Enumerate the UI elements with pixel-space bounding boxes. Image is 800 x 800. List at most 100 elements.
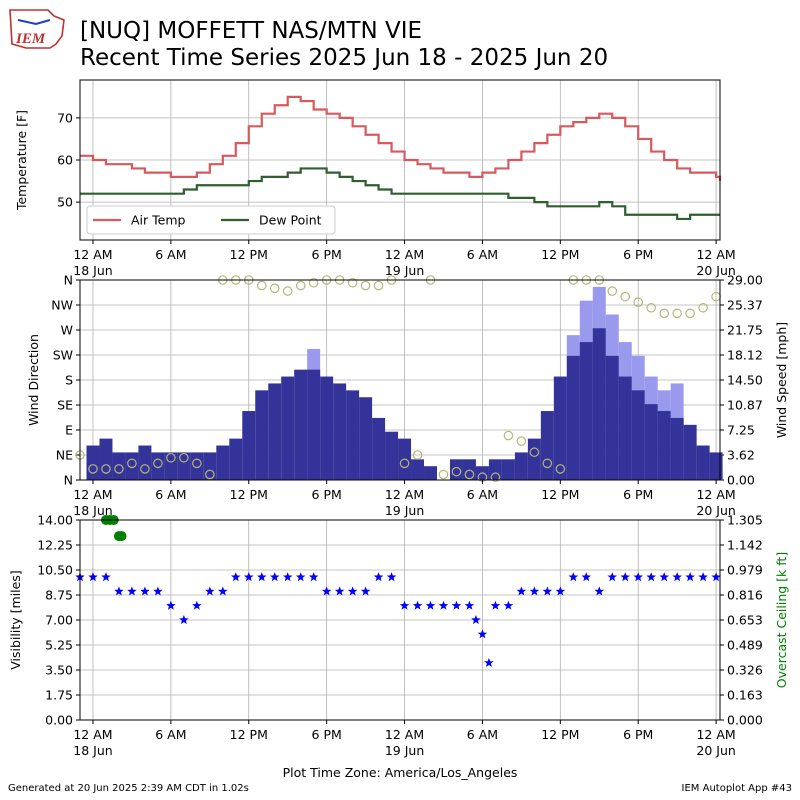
temp-y-axis-label: Temperature [F] <box>14 110 29 211</box>
visibility-point <box>438 600 449 610</box>
temp-xtick-label-0: 12 AM <box>73 247 112 262</box>
visibility-point <box>529 586 540 596</box>
wind-xtick-label-2: 12 PM <box>230 487 268 502</box>
wind-direction-point <box>633 297 644 308</box>
vis-xtick-label-5: 6 AM <box>467 727 498 742</box>
wind-dir-tick-label-2: E <box>65 423 73 438</box>
visibility-point <box>581 572 591 582</box>
wind-direction-point <box>412 450 423 460</box>
wind-speed-bar <box>683 424 697 480</box>
logo-text: IEM <box>15 31 46 47</box>
visibility-point <box>399 600 410 610</box>
wind-speed-bar <box>307 369 321 480</box>
temp-ytick-label-2: 70 <box>57 110 73 125</box>
visibility-point <box>192 600 202 610</box>
wind-speed-bar <box>540 411 554 480</box>
wind-direction-point <box>516 436 527 446</box>
visibility-point <box>386 572 397 582</box>
visibility-point <box>685 572 695 582</box>
x-axis-label: Plot Time Zone: America/Los_Angeles <box>283 765 518 780</box>
visibility-point <box>334 586 345 596</box>
ceiling-tick-label-0: 0.000 <box>727 713 763 728</box>
wind-speed-bar <box>138 445 152 480</box>
wind-speed-bar <box>203 452 217 480</box>
ceiling-tick-label-5: 0.816 <box>727 588 763 603</box>
visibility-point <box>166 600 176 610</box>
wind-xtick-date-4: 19 Jun <box>385 503 424 518</box>
wind-speed-bar <box>320 376 334 480</box>
visibility-point <box>425 600 436 610</box>
wind-speed-bar <box>553 376 567 480</box>
wind-dir-tick-label-3: SE <box>57 398 73 413</box>
ceiling-tick-label-3: 0.489 <box>727 638 763 653</box>
wind-speed-bar <box>255 390 269 480</box>
visibility-point <box>270 572 280 582</box>
ceiling-tick-label-7: 1.142 <box>727 538 763 553</box>
visibility-point <box>231 572 241 582</box>
wind-direction-point <box>620 291 631 302</box>
wind-speed-bar <box>242 411 256 480</box>
wind-speed-bar <box>696 445 710 480</box>
temp-xtick-date-4: 19 Jun <box>385 263 424 278</box>
wind-direction-point <box>127 458 137 469</box>
wind-dir-tick-label-4: S <box>65 373 73 388</box>
wind-speed-bar <box>190 452 204 480</box>
wind-dir-tick-label-1: NE <box>56 448 73 463</box>
vis-tick-label-0: 0.00 <box>45 713 73 728</box>
wind-speed-bar <box>631 390 645 480</box>
visibility-point <box>594 586 604 596</box>
wind-xtick-label-1: 6 AM <box>155 487 186 502</box>
vis-xtick-label-3: 6 PM <box>312 727 342 742</box>
wind-direction-point <box>101 464 111 474</box>
wind-direction-point <box>373 280 384 291</box>
ceiling-tick-label-8: 1.305 <box>727 513 763 528</box>
visibility-point <box>205 586 215 596</box>
chart-title: [NUQ] MOFFETT NAS/MTN VIE <box>80 18 423 44</box>
vis-tick-label-3: 5.25 <box>45 638 73 653</box>
vis-xtick-date-0: 18 Jun <box>73 743 112 758</box>
wind-speed-bar <box>424 466 437 480</box>
wind-direction-point <box>542 458 553 469</box>
wind-speed-bar <box>99 438 113 480</box>
temp-xtick-label-2: 12 PM <box>230 247 268 262</box>
wind-xtick-label-8: 12 AM <box>696 487 735 502</box>
wind-direction-point <box>166 452 176 463</box>
wind-dir-tick-label-5: SW <box>53 348 73 363</box>
vis-xtick-label-0: 12 AM <box>73 727 112 742</box>
wind-direction-point <box>464 469 475 480</box>
visibility-point <box>153 586 163 596</box>
ceiling-tick-label-4: 0.653 <box>727 613 763 628</box>
wind-speed-bar <box>592 328 606 480</box>
series-line-dew-point <box>80 167 720 221</box>
wind-xtick-label-3: 6 PM <box>312 487 342 502</box>
series-line-air-temp <box>80 95 722 182</box>
temp-xtick-label-8: 12 AM <box>696 247 735 262</box>
wind-dir-tick-label-8: N <box>64 273 73 288</box>
visibility-point <box>516 586 527 596</box>
wind-direction-point <box>205 469 215 480</box>
visibility-point <box>114 586 124 596</box>
wind-speed-bar <box>164 452 178 480</box>
wind-speed-tick-label-8: 29.00 <box>727 273 763 288</box>
wind-xtick-label-6: 12 PM <box>541 487 579 502</box>
wind-direction-point <box>529 447 540 458</box>
ceiling-tick-label-1: 0.163 <box>727 688 763 703</box>
wind-dir-tick-label-0: N <box>64 473 73 488</box>
visibility-point <box>711 572 721 582</box>
vis-tick-label-7: 12.25 <box>37 538 73 553</box>
wind-speed-bar <box>385 431 399 480</box>
vis-xtick-label-1: 6 AM <box>155 727 186 742</box>
wind-direction-point <box>153 458 163 469</box>
visibility-point <box>698 572 708 582</box>
wind-speed-bar <box>449 459 463 480</box>
wind-speed-bar <box>709 452 723 480</box>
wind-speed-bar <box>514 452 528 480</box>
visibility-point <box>257 572 267 582</box>
visibility-point <box>88 572 98 582</box>
visibility-point <box>490 600 501 610</box>
visibility-axis-label: Visibility [miles] <box>8 570 23 669</box>
wind-speed-bar <box>177 452 191 480</box>
wind-dir-tick-label-7: NW <box>51 298 73 313</box>
wind-direction-point <box>451 466 462 477</box>
